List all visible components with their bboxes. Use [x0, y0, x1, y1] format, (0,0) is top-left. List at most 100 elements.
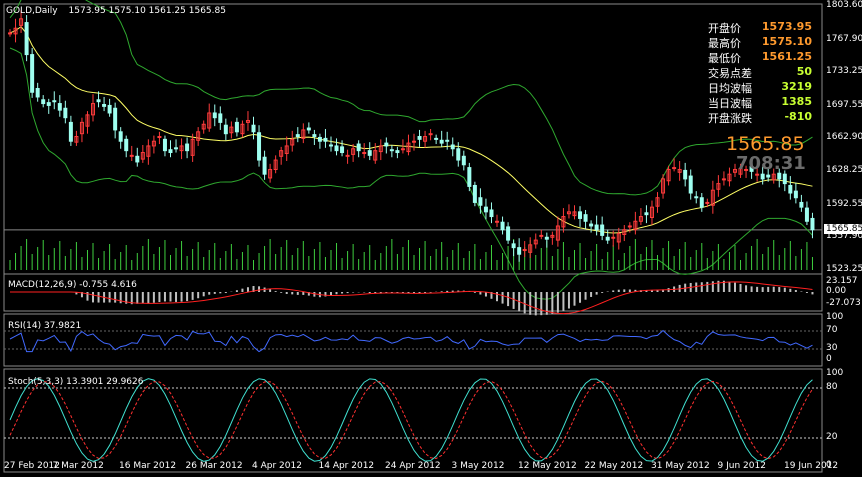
date-tick: 19 Jun 2012 — [784, 461, 839, 471]
candle-body — [306, 127, 311, 131]
candle-body — [699, 197, 704, 208]
countdown: 708:31 — [736, 153, 806, 174]
candle-body — [367, 150, 372, 156]
candle-body — [179, 145, 184, 152]
candle-body — [151, 140, 156, 147]
candle-body — [533, 239, 538, 245]
candle-body — [400, 148, 405, 151]
candle-body — [223, 124, 228, 135]
info-value: -810 — [784, 110, 812, 123]
candle-body — [788, 184, 793, 194]
info-label: 日均波幅 — [708, 82, 752, 95]
price-tick: 1767.90 — [826, 33, 862, 44]
stoch-tick: 100 — [826, 368, 844, 378]
info-label: 最低价 — [708, 52, 741, 65]
candle-body — [677, 168, 682, 173]
rsi-line — [9, 329, 813, 353]
candle-body — [389, 149, 394, 152]
candle-body — [550, 234, 555, 238]
price-tick: 1592.55 — [826, 198, 862, 209]
candle-body — [268, 168, 273, 179]
candle-body — [257, 132, 262, 161]
date-tick: 26 Mar 2012 — [185, 461, 243, 471]
candle-body — [578, 211, 583, 219]
macd-label: MACD(12,26,9) -0.755 4.616 — [8, 280, 137, 290]
candle-body — [428, 133, 433, 136]
candle-body — [140, 152, 145, 160]
candle-body — [19, 18, 24, 26]
price-tick: 1523.25 — [826, 264, 862, 274]
candle-body — [627, 225, 632, 228]
candle-body — [102, 103, 107, 107]
candle-body — [611, 236, 616, 239]
info-value: 1385 — [781, 95, 812, 108]
current-price-tag: 1565.85 — [824, 223, 862, 234]
candle-body — [412, 140, 416, 143]
candle-body — [434, 137, 439, 140]
candle-body — [528, 244, 533, 253]
panel-frame — [3, 368, 823, 473]
info-value: 3219 — [781, 80, 812, 93]
panel-frame — [3, 313, 823, 367]
date-tick: 22 May 2012 — [584, 461, 644, 471]
candle-body — [594, 224, 599, 231]
candle-body — [705, 201, 710, 204]
info-label: 开盘价 — [708, 22, 741, 35]
candle-body — [423, 136, 428, 142]
candle-body — [395, 150, 400, 154]
info-row: 日均波幅 3219 — [708, 80, 812, 96]
candle-body — [168, 149, 173, 154]
candle-body — [561, 216, 566, 228]
candle-body — [113, 107, 118, 131]
candle-body — [384, 142, 389, 147]
candle-body — [345, 154, 350, 157]
candle-body — [373, 150, 378, 161]
info-row: 交易点差 50 — [708, 65, 812, 81]
candle-body — [744, 168, 749, 171]
candle-body — [96, 99, 101, 103]
info-label: 开盘涨跌 — [708, 112, 752, 125]
rsi-tick: 70 — [826, 325, 838, 335]
candle-body — [68, 121, 73, 142]
candle-body — [323, 137, 328, 142]
candle-body — [279, 150, 284, 157]
candle-body — [710, 189, 715, 206]
candle-body — [63, 107, 68, 119]
candle-body — [749, 166, 754, 172]
macd-tick: 23.157 — [826, 276, 858, 286]
date-tick: 9 Jun 2012 — [717, 461, 766, 471]
candle-body — [290, 138, 295, 146]
candle-body — [251, 124, 256, 133]
bollinger-bands — [9, 0, 813, 300]
candle-body — [417, 136, 422, 140]
candle-body — [799, 201, 804, 208]
candle-body — [683, 169, 688, 180]
date-tick: 16 Mar 2012 — [119, 461, 177, 471]
candle-body — [334, 145, 339, 152]
candle-body — [157, 136, 162, 139]
candle-body — [13, 27, 18, 35]
rsi-label: RSI(14) 37.9821 — [8, 321, 82, 331]
candle-body — [439, 139, 444, 144]
candle-body — [461, 155, 466, 166]
candle-body — [295, 134, 300, 138]
candle-body — [804, 207, 809, 222]
candle-body — [378, 145, 383, 153]
candle-body — [688, 175, 693, 194]
candle-body — [240, 123, 245, 135]
rsi-tick: 0 — [826, 354, 832, 364]
candle-body — [234, 121, 239, 133]
date-tick: 31 May 2012 — [651, 461, 710, 471]
price-tick: 1697.55 — [826, 99, 862, 110]
info-label: 最高价 — [708, 37, 741, 50]
candle-body — [771, 173, 776, 181]
date-tick: 24 Apr 2012 — [385, 461, 441, 471]
candle-body — [661, 178, 666, 194]
candle-body — [672, 167, 677, 170]
symbol-label: GOLD,Daily 1573.95 1575.10 1561.25 1565.… — [6, 6, 226, 16]
candle-body — [738, 168, 743, 175]
macd-signal-line — [10, 281, 813, 315]
info-row: 当日波幅 1385 — [708, 95, 812, 111]
price-tick: 1628.25 — [826, 165, 862, 176]
